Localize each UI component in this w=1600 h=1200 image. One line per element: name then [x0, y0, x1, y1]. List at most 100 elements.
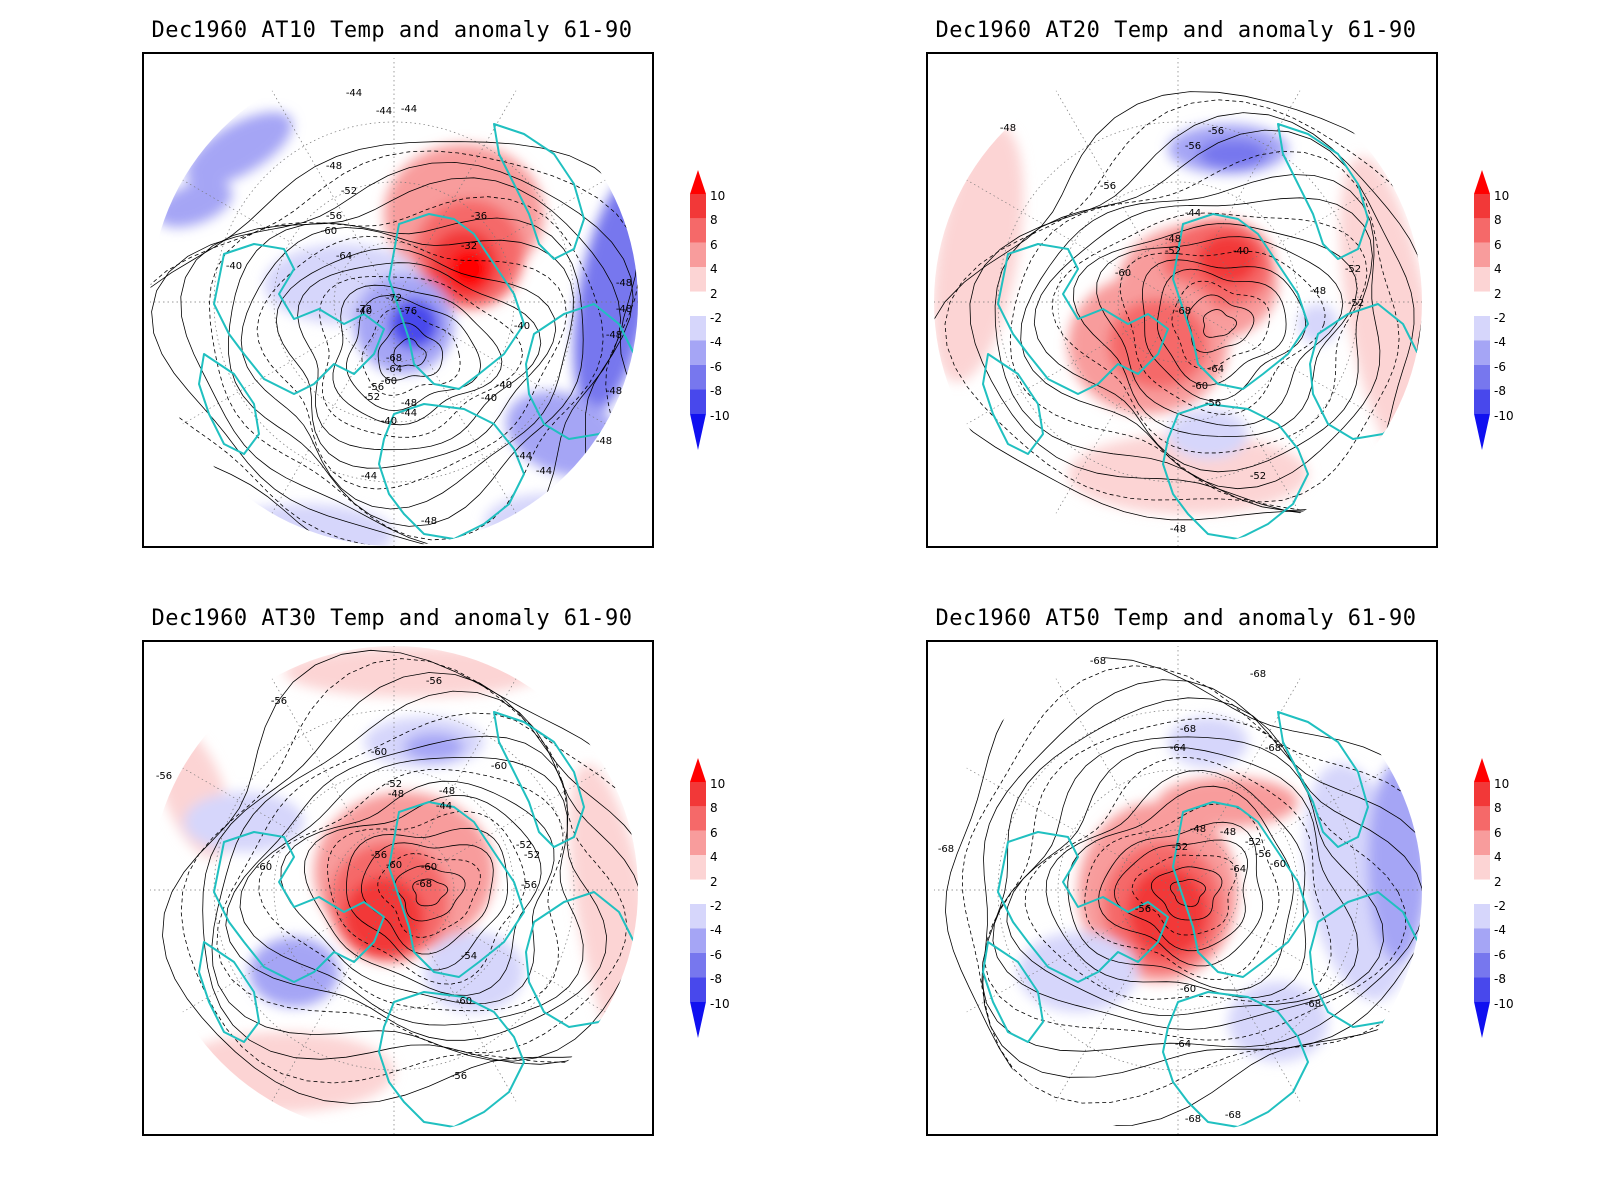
- colorbar-swatch: [1474, 340, 1490, 365]
- colorbar-swatch: [690, 855, 706, 880]
- contour-label: -60: [1192, 381, 1208, 392]
- contour-label: -52: [341, 186, 357, 197]
- contour-label: -68: [1225, 1110, 1241, 1121]
- contour-label: -40: [1233, 246, 1249, 257]
- colorbar-label: 10: [1494, 777, 1510, 791]
- contour-line: [256, 235, 567, 490]
- colorbar-swatch: [1474, 806, 1490, 831]
- contour-line: [150, 150, 638, 546]
- contour-label: -32: [461, 241, 477, 252]
- contour-label: -40: [226, 261, 242, 272]
- coastline: [198, 941, 260, 1043]
- coastline: [1277, 711, 1369, 848]
- colorbar-label: 6: [1494, 825, 1502, 840]
- contour-label: -56: [368, 382, 384, 393]
- colorbar-label: -4: [710, 335, 722, 350]
- contour-label: -48: [439, 786, 455, 797]
- map-disc: [934, 58, 1422, 546]
- contour-line: [216, 712, 628, 1054]
- colorbar-swatch: [690, 170, 706, 194]
- contour-line: [1045, 769, 1307, 999]
- colorbar-label: 8: [1494, 801, 1502, 816]
- anomaly-region: [184, 792, 304, 852]
- colorbar-swatch: [1474, 830, 1490, 856]
- graticule: [150, 646, 638, 1134]
- contour-line: [211, 690, 638, 1062]
- colorbar-swatch: [690, 952, 706, 978]
- coastline: [388, 213, 525, 390]
- contour-label: -64: [1230, 864, 1246, 875]
- colorbar-swatch: [1474, 291, 1490, 316]
- colorbar-swatch: [1474, 316, 1490, 341]
- polar-map-3: -68-68-68-64 -68-68-48 -48-52 -52-56-60-64-…: [934, 646, 1422, 1134]
- coastline: [1162, 991, 1309, 1128]
- coastline: [1172, 801, 1309, 978]
- colorbar-swatch: [690, 1001, 706, 1038]
- colorbar-label: -4: [1494, 335, 1506, 350]
- colorbar-swatch: [1474, 952, 1490, 978]
- colorbar-at50: 10 8 6 4 2 -2 -4 -6 -8 -10: [1472, 758, 1532, 1038]
- contour-label: -36: [471, 211, 487, 222]
- contour-line: [1150, 866, 1223, 921]
- colorbar-swatch: [690, 267, 706, 292]
- anomaly-region: [185, 112, 293, 186]
- contour-label: -64: [336, 251, 352, 262]
- contour-label: -56: [1185, 141, 1201, 152]
- contour-line: [1141, 259, 1307, 402]
- colorbar-label: -10: [710, 408, 730, 423]
- contour-line: [1051, 212, 1368, 454]
- colorbar-swatch: [690, 413, 706, 450]
- colorbar-label: 10: [710, 189, 726, 203]
- contour-line: [327, 811, 526, 985]
- contour-line: [377, 322, 444, 381]
- colorbar-label: -6: [1494, 947, 1506, 962]
- colorbar-label: 4: [710, 262, 718, 277]
- panel-title-at10: Dec1960 AT10 Temp and anomaly 61-90: [151, 18, 633, 43]
- contour-label: -52: [386, 779, 402, 790]
- contour-label: -64: [386, 364, 402, 375]
- anomaly-region: [1128, 867, 1208, 957]
- map-frame-at30: -56 -56 -56 -60 -60 -52 -48 -48 -44 -52 -52 -56 -60-…: [142, 640, 654, 1136]
- contour-label: -44: [361, 471, 377, 482]
- map-disc: [934, 646, 1422, 1134]
- contour-label: -52: [1172, 842, 1188, 853]
- colorbar-label: -6: [710, 947, 722, 962]
- coastlines: [198, 711, 638, 1128]
- contour-label: -60: [381, 376, 397, 387]
- contour-label: -48: [421, 516, 437, 527]
- colorbar-swatch: [1474, 170, 1490, 194]
- panel-title-at20: Dec1960 AT20 Temp and anomaly 61-90: [935, 18, 1417, 43]
- colorbar-swatches: [1474, 170, 1490, 450]
- colorbar-swatch: [1474, 194, 1490, 219]
- contour-line: [1073, 223, 1358, 438]
- coastline: [982, 941, 1044, 1043]
- colorbar-label: -8: [1494, 972, 1506, 987]
- contour-label: -44: [436, 801, 452, 812]
- contour-label: -64: [1170, 743, 1186, 754]
- colorbar-swatch: [1474, 879, 1490, 904]
- contour-label: -68: [1090, 656, 1106, 667]
- contour-label: -68: [938, 844, 954, 855]
- polar-map-2: -56-56-56-60-60-52-48 -48-44-52-52-56-60-…: [150, 646, 638, 1134]
- anomaly-region: [249, 937, 339, 1007]
- anomaly-region: [1368, 762, 1422, 962]
- anomaly-region: [1228, 982, 1328, 1062]
- colorbar-label: 2: [710, 286, 718, 301]
- contour-label: -64: [1175, 1039, 1191, 1050]
- contour-label: -60: [386, 860, 402, 871]
- contour-line: [202, 672, 638, 1065]
- colorbar-swatch: [1474, 904, 1490, 929]
- colorbar-label: 6: [710, 237, 718, 252]
- contour-line: [361, 307, 461, 396]
- contour-label: -48: [1165, 234, 1181, 245]
- colorbar-swatch: [1474, 242, 1490, 268]
- colorbar-swatch: [690, 806, 706, 831]
- contour-label: -56: [1205, 398, 1221, 409]
- colorbar-label: -8: [710, 972, 722, 987]
- colorbar-swatch: [1474, 758, 1490, 782]
- contour-line: [1024, 756, 1332, 1003]
- colorbar-at10: 10 8 6 4 2 -2 -4 -6 -8 -10: [688, 170, 748, 450]
- colorbar-label: -10: [1494, 408, 1514, 423]
- contour-line: [360, 842, 494, 955]
- contour-label: -60: [491, 761, 507, 772]
